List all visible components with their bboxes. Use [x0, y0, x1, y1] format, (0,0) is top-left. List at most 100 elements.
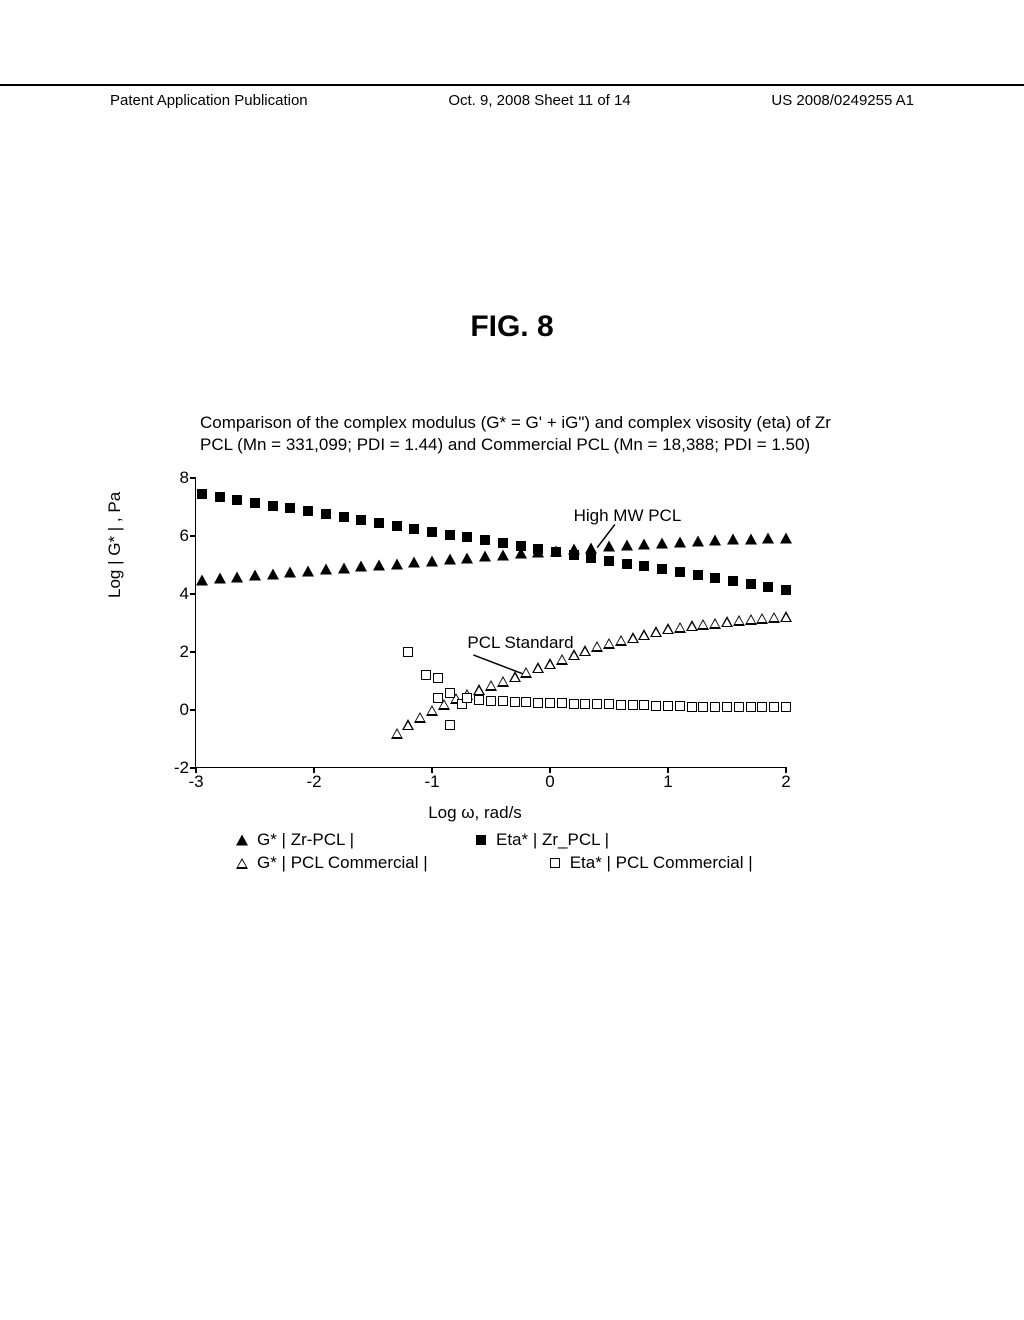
header-right: US 2008/0249255 A1: [771, 92, 914, 109]
y-tick-label: 0: [164, 700, 189, 720]
marker-triangle-filled: [727, 534, 739, 545]
marker-triangle-filled: [426, 555, 438, 566]
marker-triangle-filled: [196, 574, 208, 585]
marker-square-open: [769, 702, 779, 712]
marker-square-filled: [480, 535, 490, 545]
marker-square-open: [628, 700, 638, 710]
legend-item: G* | PCL Commercial |: [235, 853, 428, 873]
marker-square-open: [557, 698, 567, 708]
y-tick-mark: [190, 593, 196, 595]
header-left: Patent Application Publication: [110, 92, 308, 109]
marker-square-open: [498, 696, 508, 706]
marker-square-filled: [268, 501, 278, 511]
marker-triangle-filled: [320, 564, 332, 575]
marker-triangle-filled: [656, 537, 668, 548]
marker-triangle-filled: [585, 542, 597, 553]
marker-square-filled: [215, 492, 225, 502]
marker-triangle-filled: [408, 557, 420, 568]
marker-square-open: [651, 701, 661, 711]
marker-triangle-filled: [674, 537, 686, 548]
chart-legend: G* | Zr-PCL |Eta* | Zr_PCL |G* | PCL Com…: [235, 830, 753, 876]
legend-label: Eta* | PCL Commercial |: [570, 853, 753, 873]
y-tick-mark: [190, 651, 196, 653]
marker-square-open: [746, 702, 756, 712]
marker-square-open: [757, 702, 767, 712]
marker-triangle-filled: [444, 554, 456, 565]
header-center: Oct. 9, 2008 Sheet 11 of 14: [448, 92, 630, 109]
figure-label: FIG. 8: [0, 310, 1024, 344]
marker-triangle-filled: [780, 532, 792, 543]
marker-square-open: [639, 700, 649, 710]
marker-square-open: [592, 699, 602, 709]
marker-square-filled: [657, 564, 667, 574]
marker-square-filled: [409, 524, 419, 534]
chart-title: Comparison of the complex modulus (G* = …: [200, 412, 840, 456]
marker-square-open: [521, 697, 531, 707]
marker-square-filled: [232, 495, 242, 505]
marker-triangle-filled: [373, 560, 385, 571]
marker-square-filled: [516, 541, 526, 551]
marker-square-filled: [551, 547, 561, 557]
legend-item: Eta* | PCL Commercial |: [548, 853, 753, 873]
marker-square-filled: [197, 489, 207, 499]
marker-square-open: [510, 697, 520, 707]
marker-triangle-filled: [479, 551, 491, 562]
marker-triangle-filled: [621, 539, 633, 550]
marker-square-filled: [728, 576, 738, 586]
marker-triangle-filled: [709, 535, 721, 546]
marker-square-open: [722, 702, 732, 712]
marker-square-filled: [476, 835, 486, 845]
marker-square-filled: [250, 498, 260, 508]
marker-square-open: [486, 696, 496, 706]
y-tick-label: 8: [164, 468, 189, 488]
plot-area: -202468-3-2-1012High MW PCLPCL Standard: [195, 478, 785, 768]
x-axis-label: Log ω, rad/s: [420, 803, 530, 823]
page-header: Patent Application Publication Oct. 9, 2…: [0, 84, 1024, 109]
marker-square-open: [474, 695, 484, 705]
marker-square-open: [604, 699, 614, 709]
marker-triangle-filled: [745, 533, 757, 544]
legend-marker-square-filled: [474, 833, 488, 847]
marker-triangle-filled: [231, 571, 243, 582]
marker-square-filled: [321, 509, 331, 519]
x-tick-label: 0: [535, 772, 565, 792]
marker-square-filled: [763, 582, 773, 592]
marker-square-open: [663, 701, 673, 711]
marker-triangle-filled: [267, 568, 279, 579]
y-tick-mark: [190, 477, 196, 479]
marker-square-filled: [285, 503, 295, 513]
marker-triangle-filled: [762, 533, 774, 544]
marker-square-open: [580, 699, 590, 709]
marker-triangle-filled: [391, 558, 403, 569]
marker-square-open: [421, 670, 431, 680]
marker-triangle-filled: [603, 541, 615, 552]
marker-square-open: [710, 702, 720, 712]
marker-square-open: [533, 698, 543, 708]
chart-annotation: High MW PCL: [574, 506, 682, 526]
marker-square-open: [675, 701, 685, 711]
marker-square-open: [433, 673, 443, 683]
marker-triangle-filled: [461, 552, 473, 563]
marker-triangle-filled: [302, 565, 314, 576]
marker-square-filled: [622, 559, 632, 569]
y-tick-label: 2: [164, 642, 189, 662]
marker-square-open: [403, 647, 413, 657]
marker-square-filled: [462, 532, 472, 542]
marker-square-filled: [392, 521, 402, 531]
marker-triangle-filled: [249, 570, 261, 581]
marker-square-filled: [356, 515, 366, 525]
marker-triangle-filled: [497, 549, 509, 560]
marker-square-filled: [781, 585, 791, 595]
marker-square-open: [445, 688, 455, 698]
marker-square-open: [734, 702, 744, 712]
marker-square-filled: [445, 530, 455, 540]
marker-square-open: [550, 858, 560, 868]
y-tick-mark: [190, 535, 196, 537]
marker-square-filled: [569, 550, 579, 560]
marker-square-filled: [639, 561, 649, 571]
chart-annotation: PCL Standard: [467, 633, 573, 653]
marker-square-filled: [586, 553, 596, 563]
marker-square-open: [698, 702, 708, 712]
marker-square-filled: [604, 556, 614, 566]
y-tick-mark: [190, 709, 196, 711]
